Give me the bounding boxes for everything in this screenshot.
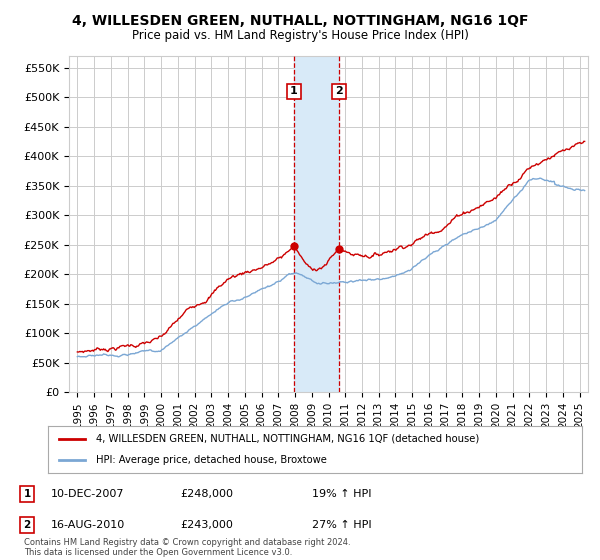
Text: 2: 2	[335, 86, 343, 96]
Text: Price paid vs. HM Land Registry's House Price Index (HPI): Price paid vs. HM Land Registry's House …	[131, 29, 469, 42]
Text: 1: 1	[290, 86, 298, 96]
Text: £243,000: £243,000	[180, 520, 233, 530]
Text: HPI: Average price, detached house, Broxtowe: HPI: Average price, detached house, Brox…	[96, 455, 327, 465]
Text: 1: 1	[23, 489, 31, 499]
Text: 27% ↑ HPI: 27% ↑ HPI	[312, 520, 371, 530]
Text: 19% ↑ HPI: 19% ↑ HPI	[312, 489, 371, 499]
Text: 10-DEC-2007: 10-DEC-2007	[51, 489, 125, 499]
Text: 2: 2	[23, 520, 31, 530]
Text: 4, WILLESDEN GREEN, NUTHALL, NOTTINGHAM, NG16 1QF: 4, WILLESDEN GREEN, NUTHALL, NOTTINGHAM,…	[72, 14, 528, 28]
Bar	[294, 56, 339, 392]
Text: £248,000: £248,000	[180, 489, 233, 499]
Text: 16-AUG-2010: 16-AUG-2010	[51, 520, 125, 530]
Text: 4, WILLESDEN GREEN, NUTHALL, NOTTINGHAM, NG16 1QF (detached house): 4, WILLESDEN GREEN, NUTHALL, NOTTINGHAM,…	[96, 434, 479, 444]
Text: Contains HM Land Registry data © Crown copyright and database right 2024.
This d: Contains HM Land Registry data © Crown c…	[24, 538, 350, 557]
